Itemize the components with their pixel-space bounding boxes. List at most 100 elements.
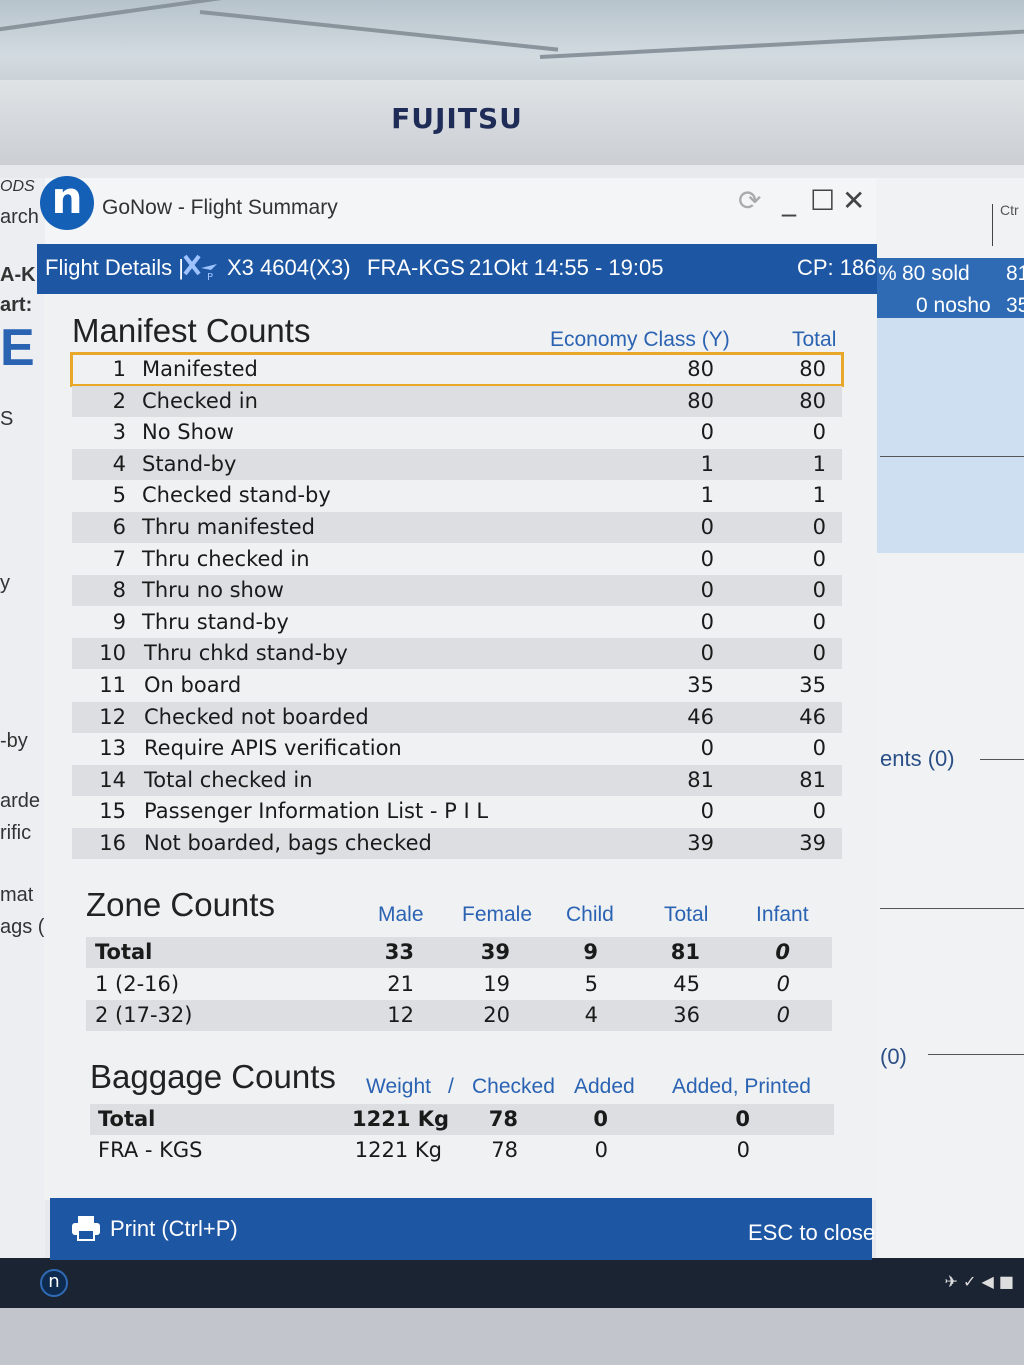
row-economy-value: 1	[700, 483, 714, 508]
esc-close-hint[interactable]: ESC to close	[748, 1220, 876, 1245]
manifest-row[interactable]: 8 Thru no show 0 0	[72, 575, 842, 607]
row-label: Stand-by	[142, 451, 237, 476]
zone-male: 33	[384, 940, 414, 964]
row-number: 3	[112, 420, 126, 445]
baggage-added-printed: 0	[735, 1107, 750, 1131]
bg-stat-nosho: 0 nosho	[916, 294, 991, 317]
row-total-value: 0	[812, 609, 826, 634]
manifest-row[interactable]: 6 Thru manifested 0 0	[72, 512, 842, 543]
zone-infant: 0	[775, 940, 790, 964]
manifest-row[interactable]: 3 No Show 0 0	[72, 417, 842, 448]
row-number: 4	[112, 451, 126, 476]
zone-row[interactable]: Total 33 39 9 81 0	[86, 937, 832, 968]
row-label: Thru chkd stand-by	[144, 641, 348, 666]
row-number: 12	[99, 704, 126, 729]
baggage-row[interactable]: FRA - KGS 1221 Kg 78 0 0	[90, 1135, 834, 1166]
monitor-bottom-bezel	[0, 1308, 1024, 1365]
row-economy-value: 80	[687, 388, 714, 413]
row-number: 6	[112, 515, 126, 539]
col-child: Child	[566, 903, 614, 926]
row-total-value: 0	[812, 641, 826, 666]
col-male: Male	[378, 903, 424, 926]
row-label: Checked not boarded	[144, 704, 369, 729]
svg-text:P: P	[207, 272, 213, 282]
bg-fragment: art:	[0, 294, 33, 316]
bg-stats-panel: % 80 sold 81 0 nosho 35	[876, 258, 1024, 318]
row-economy-value: 1	[700, 451, 714, 476]
zone-label: Total	[95, 940, 153, 964]
baggage-weight: 1221 Kg	[352, 1107, 450, 1131]
bg-fragment: A-K	[0, 264, 36, 286]
system-tray[interactable]: ✈ ✓ ◀ ■	[944, 1272, 1015, 1291]
zone-row[interactable]: 2 (17-32) 12 20 4 36 0	[86, 1000, 832, 1031]
taskbar-app-icon[interactable]: n	[40, 1269, 68, 1297]
baggage-title: Baggage Counts	[90, 1058, 336, 1095]
zone-infant: 0	[776, 971, 790, 996]
app-logo-icon: n	[40, 176, 94, 230]
bg-fragment: y	[0, 572, 10, 594]
ctrl-fragment: Ctr	[1000, 202, 1019, 218]
row-total-value: 0	[812, 578, 826, 603]
row-label: Require APIS verification	[144, 736, 402, 761]
manifest-row[interactable]: 4 Stand-by 1 1	[72, 448, 842, 480]
bg-fragment: arch	[0, 206, 39, 228]
baggage-label: FRA - KGS	[98, 1137, 203, 1162]
flight-route: FRA-KGS	[367, 255, 465, 280]
zone-title: Zone Counts	[86, 886, 275, 923]
divider	[880, 908, 1024, 909]
bg-fragment: arde	[0, 790, 41, 812]
manifest-row[interactable]: 12 Checked not boarded 46 46	[72, 701, 842, 733]
bg-stat-nosho-extra: 35	[1006, 294, 1024, 317]
baggage-added: 0	[594, 1137, 608, 1162]
col-checked: Checked	[472, 1075, 555, 1098]
bg-panel-band	[876, 318, 1024, 553]
row-label: Passenger Information List - P I L	[144, 799, 489, 824]
bg-stat-sold-extra: 81	[1006, 262, 1024, 285]
manifest-row[interactable]: 9 Thru stand-by 0 0	[72, 607, 842, 638]
zone-male: 12	[387, 1003, 414, 1027]
refresh-icon[interactable]: ⟳	[738, 184, 762, 217]
zone-child: 4	[584, 1003, 598, 1027]
manifest-row[interactable]: 2 Checked in 80 80	[72, 385, 842, 417]
row-economy-value: 0	[700, 546, 714, 571]
row-number: 13	[99, 736, 126, 761]
manifest-row[interactable]: 1 Manifested 80 80	[70, 352, 844, 387]
zone-child: 5	[584, 971, 598, 996]
col-economy: Economy Class (Y)	[550, 328, 730, 351]
manifest-row[interactable]: 15 Passenger Information List - P I L 0 0	[72, 796, 842, 827]
close-button[interactable]: ✕	[842, 184, 866, 217]
col-slash: /	[448, 1075, 454, 1098]
row-economy-value: 35	[687, 673, 714, 697]
manifest-row[interactable]: 10 Thru chkd stand-by 0 0	[72, 638, 842, 670]
minimize-button[interactable]: _	[782, 184, 796, 217]
bg-fragment: S	[0, 408, 14, 430]
zone-row[interactable]: 1 (2-16) 21 19 5 45 0	[86, 969, 832, 1000]
background-ceiling	[0, 0, 1024, 95]
row-total-value: 80	[799, 357, 826, 381]
bg-item[interactable]: ents (0)	[880, 746, 955, 771]
bg-fragment: ags (	[0, 916, 45, 938]
manifest-row[interactable]: 13 Require APIS verification 0 0	[72, 733, 842, 764]
manifest-row[interactable]: 5 Checked stand-by 1 1	[72, 480, 842, 511]
row-economy-value: 0	[700, 578, 714, 603]
manifest-row[interactable]: 11 On board 35 35	[72, 670, 842, 701]
manifest-row[interactable]: 7 Thru checked in 0 0	[72, 544, 842, 575]
manifest-row[interactable]: 16 Not boarded, bags checked 39 39	[72, 828, 842, 859]
maximize-button[interactable]: ☐	[810, 184, 836, 217]
zone-label: 2 (17-32)	[95, 1003, 193, 1027]
manifest-row[interactable]: 14 Total checked in 81 81	[72, 764, 842, 796]
bg-item[interactable]: (0)	[880, 1044, 907, 1069]
col-infant: Infant	[756, 903, 809, 926]
monitor-brand-logo: FUJITSU	[391, 102, 523, 135]
col-total: Total	[792, 328, 837, 351]
row-economy-value: 0	[700, 799, 714, 824]
flight-details-header: Flight Details | P X3 4604(X3) FRA-KGS 2…	[37, 244, 877, 294]
baggage-row[interactable]: Total 1221 Kg 78 0 0	[90, 1104, 834, 1135]
flight-number: X3 4604(X3)	[227, 255, 351, 280]
cp-count: CP: 186	[797, 255, 877, 280]
window-footer: Print (Ctrl+P) ESC to close	[50, 1198, 876, 1260]
baggage-added-printed: 0	[736, 1137, 750, 1162]
print-button[interactable]: Print (Ctrl+P)	[70, 1212, 400, 1248]
window-titlebar[interactable]	[45, 178, 876, 244]
divider	[928, 1054, 1024, 1055]
